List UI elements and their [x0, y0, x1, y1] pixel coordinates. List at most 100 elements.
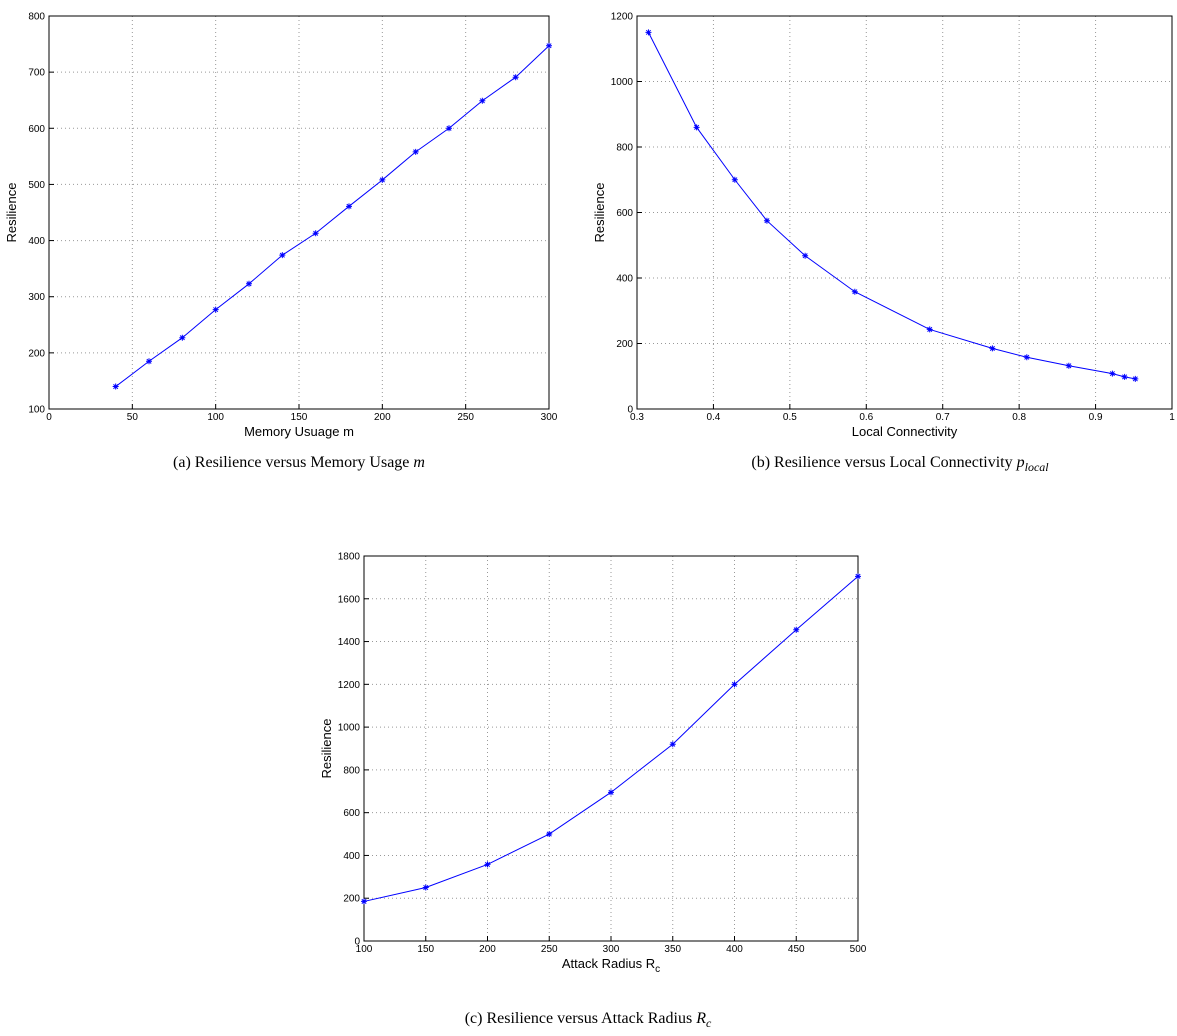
caption: (b) Resilience versus Local Connectivity…	[751, 454, 1049, 474]
marker	[479, 97, 486, 104]
x-tick-label: 350	[664, 944, 681, 955]
caption: (a) Resilience versus Memory Usage m	[173, 454, 425, 471]
x-tick-label: 150	[417, 944, 434, 955]
x-tick-label: 150	[291, 412, 308, 423]
marker	[855, 573, 861, 580]
caption-subscript: c	[706, 1016, 712, 1030]
y-tick-label: 400	[343, 851, 360, 862]
y-tick-label: 500	[28, 180, 45, 191]
caption: (c) Resilience versus Attack Radius Rc	[465, 1010, 712, 1030]
marker	[446, 125, 452, 132]
x-tick-label: 0	[46, 412, 52, 423]
y-tick-label: 1000	[611, 77, 634, 88]
x-tick-label: 0.9	[1089, 412, 1103, 423]
marker	[112, 383, 119, 390]
x-tick-label: 0.7	[936, 412, 950, 423]
y-tick-label: 200	[343, 894, 360, 905]
y-tick-label: 600	[28, 124, 45, 135]
marker	[546, 42, 552, 49]
x-tick-label: 0.5	[783, 412, 797, 423]
marker	[1121, 373, 1128, 380]
marker	[279, 252, 286, 259]
marker	[802, 252, 809, 259]
x-axis-label-subscript: c	[655, 964, 660, 975]
x-tick-label: 100	[356, 944, 373, 955]
y-tick-label: 200	[616, 339, 633, 350]
x-tick-label: 300	[541, 412, 558, 423]
x-axis-label: Attack Radius Rc	[562, 956, 660, 975]
y-tick-label: 700	[28, 68, 45, 79]
x-tick-label: 1	[1169, 412, 1175, 423]
y-tick-label: 1200	[611, 12, 634, 23]
caption-text: (c) Resilience versus Attack Radius	[465, 1010, 697, 1027]
marker	[512, 74, 519, 81]
x-axis-label-text: Attack Radius R	[562, 956, 655, 971]
x-tick-label: 300	[603, 944, 620, 955]
marker	[645, 29, 652, 36]
y-tick-label: 1200	[338, 680, 361, 691]
y-tick-label: 0	[354, 937, 360, 948]
y-tick-label: 1800	[338, 552, 361, 563]
y-axis-label: Resilience	[4, 183, 19, 243]
marker	[1109, 370, 1116, 377]
x-tick-label: 500	[850, 944, 867, 955]
marker	[851, 288, 858, 295]
marker	[379, 176, 386, 183]
marker	[989, 345, 996, 352]
caption-text: (a) Resilience versus Memory Usage	[173, 454, 413, 471]
x-tick-label: 0.6	[859, 412, 873, 423]
marker	[731, 681, 738, 688]
x-axis-label: Memory Usuage m	[244, 424, 354, 439]
y-tick-label: 400	[616, 274, 633, 285]
y-tick-label: 600	[343, 808, 360, 819]
x-axis-label-text: Local Connectivity	[852, 424, 958, 439]
x-axis-label-text: Memory Usuage m	[244, 424, 354, 439]
y-axis-label: Resilience	[319, 719, 334, 779]
y-tick-label: 800	[616, 143, 633, 154]
marker	[422, 884, 429, 891]
marker	[484, 861, 491, 868]
marker	[146, 358, 152, 365]
marker	[179, 334, 186, 341]
marker	[763, 217, 770, 224]
y-tick-label: 400	[28, 236, 45, 247]
x-tick-label: 0.8	[1012, 412, 1026, 423]
x-tick-label: 250	[457, 412, 474, 423]
plot-frame	[48, 15, 550, 410]
y-tick-label: 1600	[338, 594, 361, 605]
marker	[346, 203, 352, 210]
plot-frame	[363, 555, 859, 942]
marker	[1065, 362, 1072, 369]
x-tick-label: 200	[374, 412, 391, 423]
marker	[1023, 354, 1030, 361]
y-tick-label: 600	[616, 208, 633, 219]
marker	[546, 831, 553, 838]
marker	[731, 176, 738, 183]
marker	[669, 741, 676, 748]
marker	[1132, 375, 1139, 382]
marker	[312, 230, 319, 237]
x-tick-label: 50	[127, 412, 139, 423]
caption-symbol: R	[695, 1010, 706, 1027]
marker	[246, 280, 252, 287]
x-tick-label: 250	[541, 944, 558, 955]
data-line	[648, 32, 1136, 380]
y-tick-label: 300	[28, 292, 45, 303]
marker	[693, 124, 700, 131]
marker	[412, 148, 419, 155]
y-tick-label: 100	[28, 405, 45, 416]
x-axis-label: Local Connectivity	[852, 424, 958, 439]
plot-frame	[636, 15, 1173, 410]
y-tick-label: 800	[343, 765, 360, 776]
x-tick-label: 400	[726, 944, 743, 955]
caption-symbol: m	[413, 454, 425, 471]
y-tick-label: 1400	[338, 637, 361, 648]
caption-subscript: local	[1025, 460, 1050, 474]
marker	[212, 306, 219, 313]
y-tick-label: 0	[627, 405, 633, 416]
caption-text: (b) Resilience versus Local Connectivity	[751, 454, 1016, 471]
x-tick-label: 0.4	[706, 412, 720, 423]
caption-symbol: p	[1016, 454, 1025, 471]
data-line	[115, 45, 550, 387]
